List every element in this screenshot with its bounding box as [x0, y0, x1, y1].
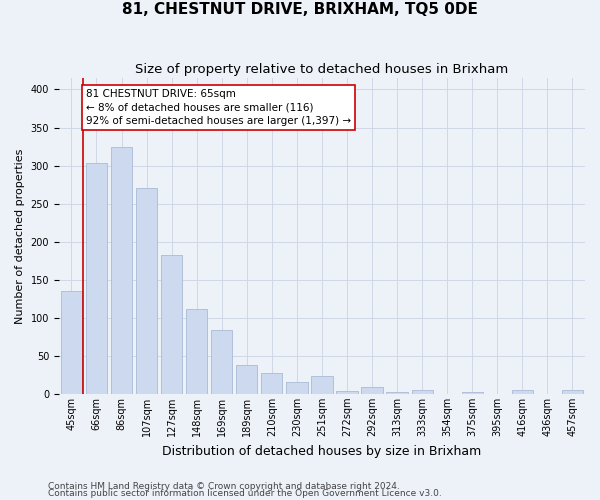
Bar [186, 308, 208, 394]
Bar [512, 390, 533, 394]
Bar [311, 376, 332, 394]
Bar [211, 330, 232, 394]
Bar [236, 365, 257, 394]
Bar [412, 390, 433, 394]
Text: 81, CHESTNUT DRIVE, BRIXHAM, TQ5 0DE: 81, CHESTNUT DRIVE, BRIXHAM, TQ5 0DE [122, 2, 478, 18]
Text: Contains HM Land Registry data © Crown copyright and database right 2024.: Contains HM Land Registry data © Crown c… [48, 482, 400, 491]
Bar [337, 391, 358, 394]
Y-axis label: Number of detached properties: Number of detached properties [15, 148, 25, 324]
X-axis label: Distribution of detached houses by size in Brixham: Distribution of detached houses by size … [163, 444, 482, 458]
Bar [361, 387, 383, 394]
Bar [286, 382, 308, 394]
Bar [261, 374, 283, 394]
Text: 81 CHESTNUT DRIVE: 65sqm
← 8% of detached houses are smaller (116)
92% of semi-d: 81 CHESTNUT DRIVE: 65sqm ← 8% of detache… [86, 90, 351, 126]
Text: Contains public sector information licensed under the Open Government Licence v3: Contains public sector information licen… [48, 489, 442, 498]
Bar [386, 392, 408, 394]
Title: Size of property relative to detached houses in Brixham: Size of property relative to detached ho… [136, 62, 509, 76]
Bar [562, 390, 583, 394]
Bar [161, 256, 182, 394]
Bar [136, 188, 157, 394]
Bar [461, 392, 483, 394]
Bar [61, 291, 82, 394]
Bar [86, 164, 107, 394]
Bar [111, 146, 132, 394]
